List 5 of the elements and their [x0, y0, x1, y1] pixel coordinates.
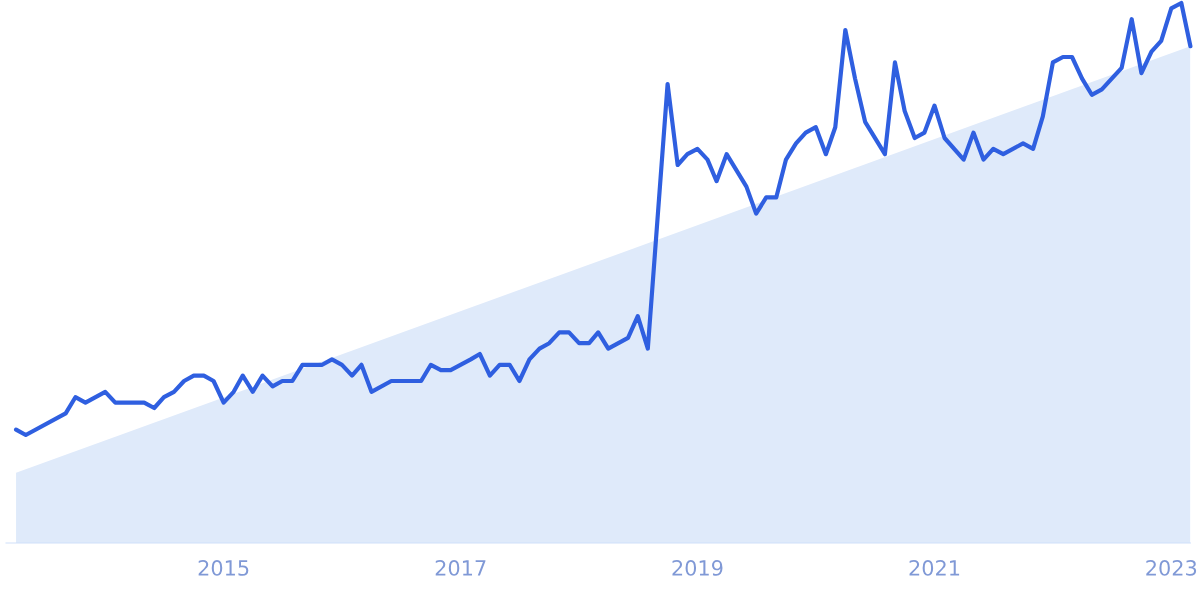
x-tick-label: 2015	[198, 560, 249, 576]
x-tick-label: 2017	[435, 560, 486, 576]
x-tick-label: 2019	[672, 560, 723, 576]
x-tick-label: 2021	[909, 560, 960, 576]
x-tick-label: 2023	[1146, 560, 1197, 576]
